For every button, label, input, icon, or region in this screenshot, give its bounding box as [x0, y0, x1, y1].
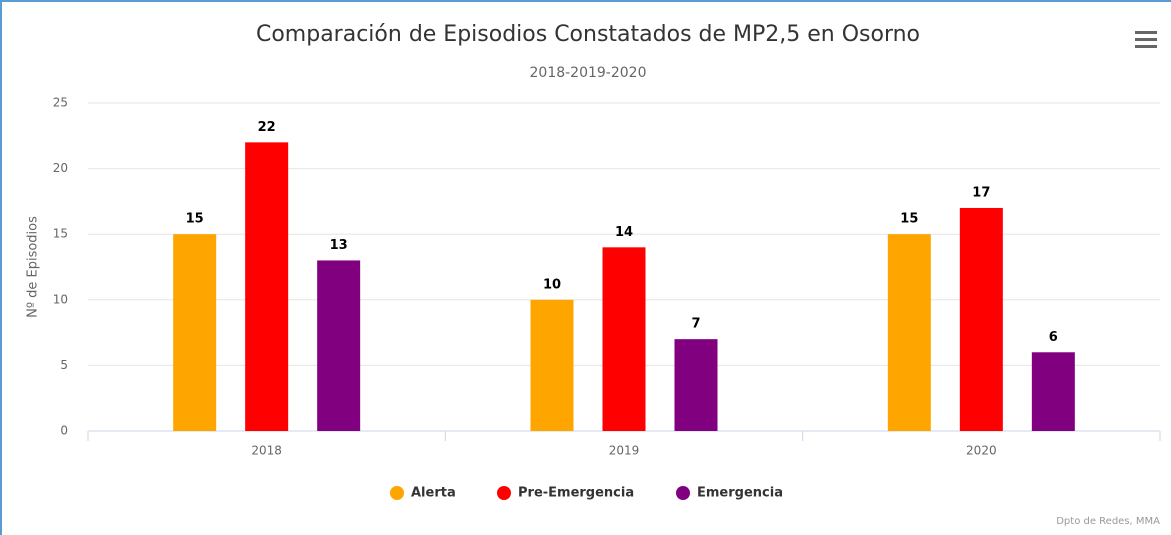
data-label: 13: [330, 238, 348, 253]
bar: [1031, 352, 1075, 431]
menu-bar: [1135, 38, 1157, 41]
bar: [959, 207, 1003, 431]
legend-label[interactable]: Emergencia: [697, 486, 783, 501]
y-tick-label: 10: [53, 292, 68, 306]
data-label: 15: [186, 212, 204, 227]
x-tick-label: 2018: [251, 444, 282, 458]
y-tick-label: 15: [53, 227, 68, 241]
data-label: 6: [1049, 330, 1058, 345]
credits: Dpto de Redes, MMA: [1056, 516, 1160, 527]
y-tick-label: 0: [60, 424, 68, 438]
y-tick-label: 20: [53, 161, 68, 175]
legend-label[interactable]: Alerta: [411, 486, 456, 501]
data-label: 22: [258, 120, 276, 135]
legend-label[interactable]: Pre-Emergencia: [518, 486, 634, 501]
bar: [317, 260, 361, 431]
bar: [530, 299, 574, 431]
y-tick-label: 25: [53, 96, 68, 110]
data-label: 14: [615, 225, 633, 240]
chart-title: Comparación de Episodios Constatados de …: [256, 22, 920, 47]
legend-marker: [390, 486, 404, 500]
legend-marker: [676, 486, 690, 500]
menu-button[interactable]: [1135, 31, 1157, 48]
bar: [887, 234, 931, 431]
x-tick-label: 2020: [966, 444, 997, 458]
y-axis-label: Nº de Episodios: [26, 216, 41, 318]
menu-bar: [1135, 45, 1157, 48]
menu-bar: [1135, 31, 1157, 34]
y-tick-label: 5: [60, 358, 68, 372]
data-label: 7: [691, 317, 700, 332]
legend-marker: [497, 486, 511, 500]
bar: [245, 142, 289, 432]
data-label: 15: [900, 212, 918, 227]
data-label: 10: [543, 277, 561, 292]
bar: [602, 247, 646, 431]
chart-subtitle: 2018-2019-2020: [530, 65, 647, 81]
bar: [674, 339, 718, 431]
x-tick-label: 2019: [609, 444, 640, 458]
data-label: 17: [972, 185, 990, 200]
bar: [173, 234, 217, 431]
